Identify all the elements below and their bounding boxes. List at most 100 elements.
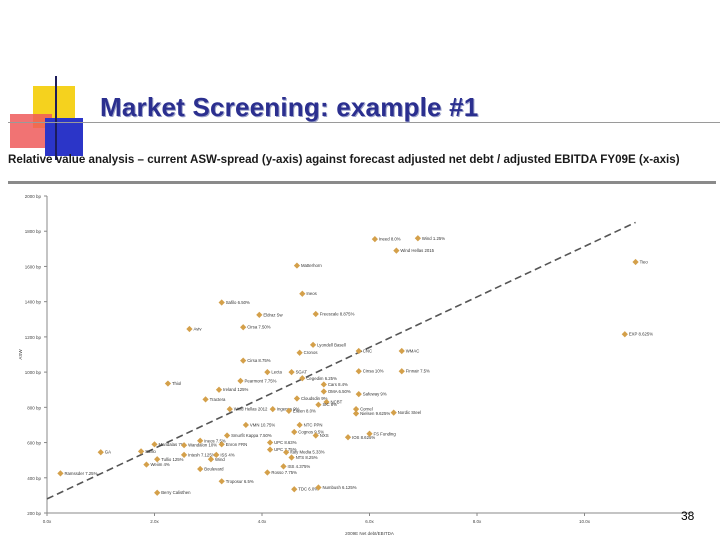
y-tick-label: 1600 bp [25, 264, 42, 269]
data-point-label: Wind [215, 457, 225, 462]
data-point-label: Ineed 8.0% [379, 237, 401, 242]
x-axis-label: 2009E Net debt/EBITDA [345, 531, 394, 536]
data-point-label: EXP 8.625% [629, 332, 653, 337]
data-point [215, 386, 223, 393]
data-point [266, 446, 274, 453]
y-tick-label: 1400 bp [25, 300, 42, 305]
data-point-label: Wind Hellas 2015 [400, 248, 434, 253]
data-point-label: Cirsa 7.50% [247, 325, 271, 330]
data-point [393, 247, 400, 254]
data-point [309, 341, 317, 348]
data-point [202, 396, 209, 403]
data-point [293, 262, 301, 269]
data-point [323, 398, 330, 406]
data-point [312, 432, 319, 439]
data-point-label: Wind Hellas 2012 [234, 407, 268, 412]
data-point-label: Cirsa 8.75% [247, 358, 271, 363]
data-point [288, 368, 295, 376]
data-point [299, 290, 306, 297]
slide-title: Market Screening: example #1 [100, 92, 479, 122]
data-point-label: CNC [363, 348, 372, 353]
data-point [280, 463, 287, 470]
data-point [269, 405, 276, 413]
x-tick-label: 6.0x [365, 519, 374, 524]
data-point [197, 465, 204, 473]
subtitle-rule [8, 181, 716, 184]
data-point [355, 391, 362, 398]
data-point-label: Pearmont 7.75% [245, 378, 277, 383]
data-point-label: Nielsen 9.625% [360, 411, 390, 416]
data-point-label: Safilo 6.50% [226, 300, 250, 305]
data-point-label: Ramssder 7.25% [64, 471, 97, 476]
data-point-label: Cronos [304, 350, 318, 355]
data-point-label: NXS [320, 433, 329, 438]
data-point-label: WMAC [406, 348, 420, 353]
data-point-label: Boulevard [204, 466, 224, 471]
data-point [315, 401, 322, 408]
data-point [164, 380, 172, 387]
data-point-label: Tieo [640, 260, 649, 265]
data-point-label: Matterhorn [301, 263, 322, 268]
data-point-label: Eileen 8.0% [293, 408, 316, 413]
data-point-label: Nordic Steel [398, 410, 421, 415]
y-tick-label: 1000 bp [25, 370, 42, 375]
data-point-label: UPC 8.63% [274, 440, 297, 445]
data-point-label: Cornel [360, 407, 373, 412]
data-point [398, 347, 405, 355]
data-point-label: NTS 8.25% [296, 455, 318, 460]
data-point-label: Tractera [210, 397, 226, 402]
data-point [218, 478, 225, 485]
data-point-label: Wind 1.25% [422, 236, 445, 241]
x-tick-label: 8.0x [473, 519, 482, 524]
data-point [143, 461, 150, 468]
data-point [320, 388, 327, 395]
data-point [283, 449, 290, 456]
data-point [154, 489, 161, 496]
deco-vertical-line [55, 76, 57, 160]
data-point-label: Numbush 6.125% [322, 485, 356, 490]
data-point [57, 470, 64, 477]
data-point-label: ISS 4% [220, 452, 235, 457]
y-tick-label: 2000 bp [25, 194, 42, 199]
data-point-label: Tullio 125% [161, 457, 183, 462]
trend-line-group [46, 221, 636, 500]
data-point-label: SGAT [296, 370, 308, 375]
data-point [621, 331, 628, 338]
data-point-label: Cegedim 6.25% [306, 376, 337, 381]
data-point [320, 381, 327, 388]
data-point-label: Lecta [271, 370, 282, 375]
data-point [237, 377, 244, 385]
data-point-label: Eldraz Sw [263, 312, 283, 317]
data-point [291, 486, 298, 493]
data-point [266, 439, 274, 446]
data-point-label: Wandalon 10% [188, 443, 217, 448]
data-point [398, 368, 405, 375]
data-point [315, 484, 322, 491]
data-point-label: Thiol [172, 381, 181, 386]
data-point [371, 236, 378, 243]
data-point [285, 407, 292, 414]
y-tick-label: 1800 bp [25, 229, 42, 234]
y-axis-label: ASW [18, 349, 23, 360]
data-point [366, 430, 373, 437]
data-point [97, 449, 104, 456]
chart-subtitle: Relative value analysis – current ASW-sp… [8, 153, 680, 166]
data-point [240, 357, 247, 364]
data-point-label: Rosso 7.75% [271, 470, 297, 475]
data-point-label: UPC 7.75% [274, 447, 297, 452]
data-point [240, 324, 247, 331]
y-tick-label: 1200 bp [25, 335, 42, 340]
data-point-label: VMN 10.75% [250, 422, 275, 427]
data-point-label: Finnair 7.5% [406, 369, 430, 374]
trend-line [46, 221, 636, 500]
data-point [352, 410, 360, 417]
deco-blue-square [45, 118, 83, 156]
y-tick-label: 800 bp [27, 405, 41, 410]
data-point [186, 325, 193, 333]
data-point-label: TDC 6.0% [298, 487, 318, 492]
x-tick-label: 4.0x [258, 519, 267, 524]
data-point [296, 421, 303, 429]
deco-horizontal-line [8, 122, 720, 123]
data-point-label: Ireland 125% [223, 387, 249, 392]
